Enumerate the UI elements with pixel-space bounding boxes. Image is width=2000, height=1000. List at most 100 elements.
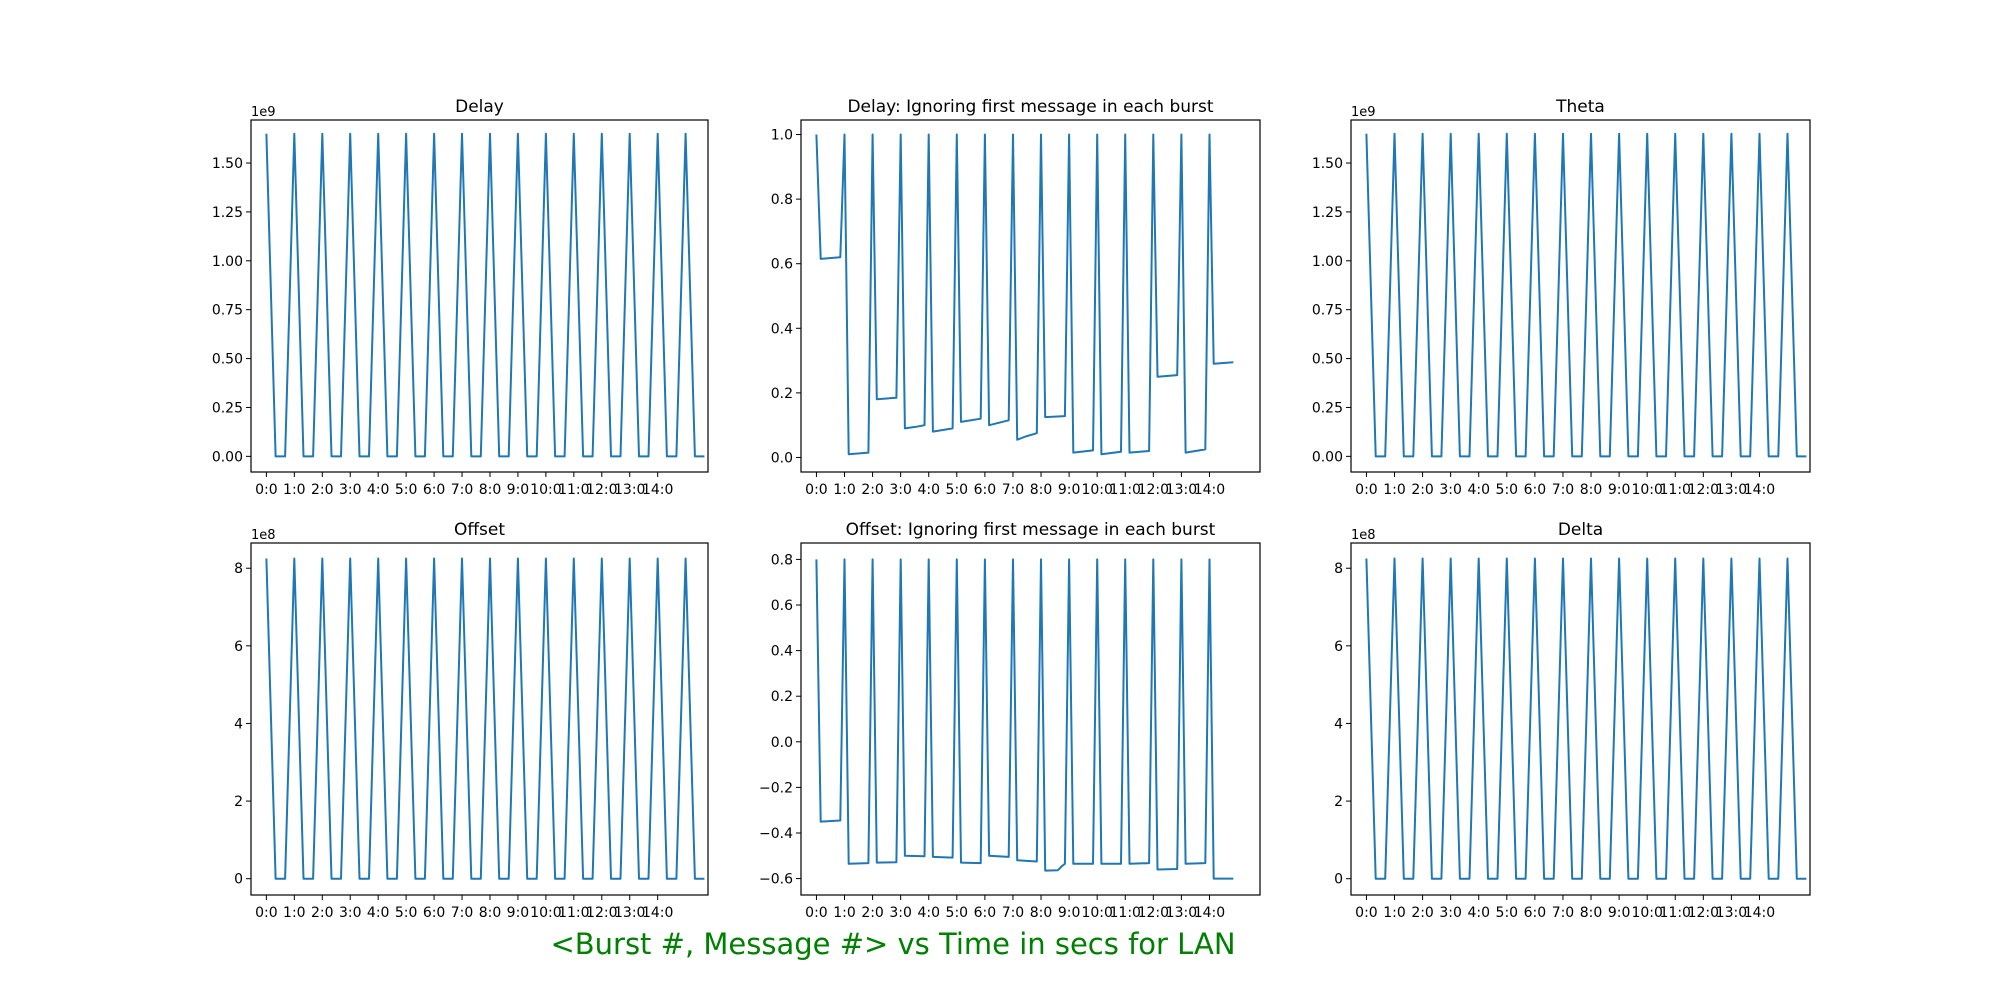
- chart-offset-xtick-label: 9:0: [507, 905, 530, 921]
- chart-theta-ytick-label: 1.50: [1312, 156, 1343, 172]
- chart-delay-xtick-label: 1:0: [283, 482, 306, 498]
- chart-offset-ignoring-first-xtick-label: 7:0: [1002, 905, 1025, 921]
- chart-theta-xtick-label: 1:0: [1383, 482, 1406, 498]
- chart-delta-xtick-label: 7:0: [1552, 905, 1575, 921]
- chart-delta-xtick-label: 1:0: [1383, 905, 1406, 921]
- chart-delay-title: Delay: [455, 97, 504, 117]
- chart-offset-ignoring-first-ytick-label: −0.4: [759, 826, 793, 842]
- chart-delay-ignoring-first-xtick-label: 10:0: [1081, 482, 1112, 498]
- chart-offset-ignoring-first-ytick-label: 0.4: [771, 644, 793, 660]
- chart-delay-ignoring-first-ytick-label: 0.8: [771, 192, 793, 208]
- chart-delay-xtick-label: 12:0: [586, 482, 617, 498]
- chart-offset-ignoring-first-xtick-label: 1:0: [833, 905, 856, 921]
- chart-delay-xtick-label: 13:0: [614, 482, 645, 498]
- chart-delta-xtick-label: 2:0: [1411, 905, 1434, 921]
- chart-theta-ytick-label: 1.25: [1312, 205, 1343, 221]
- chart-delay-ignoring-first-ytick-label: 1.0: [771, 128, 793, 144]
- chart-delay-ytick-label: 0.25: [212, 400, 243, 416]
- chart-delay-xtick-label: 0:0: [255, 482, 278, 498]
- chart-theta-xtick-label: 11:0: [1660, 482, 1691, 498]
- chart-theta-ytick-label: 0.00: [1312, 449, 1343, 465]
- chart-delay-ytick-label: 1.00: [212, 254, 243, 270]
- chart-offset-xtick-label: 13:0: [614, 905, 645, 921]
- chart-delay-xtick-label: 2:0: [311, 482, 334, 498]
- chart-delay-xtick-label: 5:0: [395, 482, 418, 498]
- chart-offset-xtick-label: 0:0: [255, 905, 278, 921]
- chart-offset-xtick-label: 3:0: [339, 905, 362, 921]
- chart-delay-ignoring-first-xtick-label: 9:0: [1058, 482, 1081, 498]
- chart-offset-series-line: [265, 557, 705, 880]
- chart-delta-ytick-label: 4: [1334, 716, 1343, 732]
- chart-offset-xtick-label: 8:0: [479, 905, 502, 921]
- chart-delay-ytick-label: 1.25: [212, 205, 243, 221]
- chart-theta-series-line: [1365, 132, 1807, 458]
- chart-delta-ytick-label: 8: [1334, 561, 1343, 577]
- chart-delay-offset-text: 1e9: [251, 105, 276, 120]
- chart-theta-xtick-label: 8:0: [1580, 482, 1603, 498]
- chart-delta-ytick-label: 0: [1334, 872, 1343, 888]
- chart-theta-xtick-label: 7:0: [1552, 482, 1575, 498]
- chart-delay-xtick-label: 14:0: [642, 482, 673, 498]
- chart-offset-ignoring-first-ytick-label: −0.2: [759, 780, 793, 796]
- chart-delta-title: Delta: [1558, 520, 1603, 540]
- chart-delay-ignoring-first-xtick-label: 4:0: [917, 482, 940, 498]
- chart-offset-ytick-label: 0: [234, 872, 243, 888]
- chart-theta-xtick-label: 6:0: [1524, 482, 1547, 498]
- chart-theta-xtick-label: 13:0: [1716, 482, 1747, 498]
- chart-offset-ignoring-first-xtick-label: 0:0: [805, 905, 828, 921]
- chart-offset-xtick-label: 4:0: [367, 905, 390, 921]
- chart-theta-xtick-label: 5:0: [1496, 482, 1519, 498]
- chart-offset-ignoring-first-xtick-label: 12:0: [1138, 905, 1169, 921]
- chart-delta-xtick-label: 13:0: [1716, 905, 1747, 921]
- chart-offset-ignoring-first-xtick-label: 13:0: [1166, 905, 1197, 921]
- chart-delay-axes-frame: [250, 119, 709, 473]
- chart-theta-ytick-label: 1.00: [1312, 254, 1343, 270]
- chart-offset-offset-text: 1e8: [251, 528, 276, 543]
- chart-delay-ignoring-first: Delay: Ignoring first message in each bu…: [771, 97, 1261, 498]
- chart-delay-xtick-label: 3:0: [339, 482, 362, 498]
- chart-offset-xtick-label: 5:0: [395, 905, 418, 921]
- chart-theta-xtick-label: 12:0: [1688, 482, 1719, 498]
- chart-offset-xtick-label: 10:0: [530, 905, 561, 921]
- chart-delta-xtick-label: 14:0: [1744, 905, 1775, 921]
- chart-offset-axes-frame: [250, 542, 709, 896]
- chart-offset-xtick-label: 1:0: [283, 905, 306, 921]
- chart-offset-ignoring-first-xtick-label: 9:0: [1058, 905, 1081, 921]
- chart-offset-xtick-label: 7:0: [451, 905, 474, 921]
- chart-delay-ytick-label: 0.50: [212, 352, 243, 368]
- chart-delay-ignoring-first-xtick-label: 8:0: [1030, 482, 1053, 498]
- chart-offset-ignoring-first-ytick-label: −0.6: [759, 872, 793, 888]
- chart-delay-ignoring-first-xtick-label: 1:0: [833, 482, 856, 498]
- chart-offset-xtick-label: 6:0: [423, 905, 446, 921]
- chart-delta-series-line: [1365, 557, 1807, 880]
- chart-theta-xtick-label: 4:0: [1467, 482, 1490, 498]
- chart-delta-xtick-label: 3:0: [1439, 905, 1462, 921]
- chart-offset-xtick-label: 11:0: [558, 905, 589, 921]
- chart-delta-xtick-label: 12:0: [1688, 905, 1719, 921]
- chart-offset-xtick-label: 2:0: [311, 905, 334, 921]
- chart-offset-ignoring-first-xtick-label: 10:0: [1081, 905, 1112, 921]
- chart-delay-ignoring-first-xtick-label: 3:0: [889, 482, 912, 498]
- chart-delay-xtick-label: 11:0: [558, 482, 589, 498]
- chart-theta-offset-text: 1e9: [1351, 105, 1376, 120]
- chart-delay-ignoring-first-title: Delay: Ignoring first message in each bu…: [847, 97, 1213, 117]
- chart-offset-ignoring-first-xtick-label: 6:0: [974, 905, 997, 921]
- chart-offset-ignoring-first-xtick-label: 8:0: [1030, 905, 1053, 921]
- chart-theta-ytick-label: 0.75: [1312, 303, 1343, 319]
- figure-suptitle: <Burst #, Message #> vs Time in secs for…: [550, 927, 1236, 961]
- chart-delay-xtick-label: 8:0: [479, 482, 502, 498]
- chart-delay-ignoring-first-axes-frame: [800, 119, 1261, 473]
- chart-offset-ignoring-first-xtick-label: 4:0: [917, 905, 940, 921]
- chart-offset-ignoring-first-xtick-label: 14:0: [1194, 905, 1225, 921]
- chart-theta-xtick-label: 10:0: [1631, 482, 1662, 498]
- chart-theta-axes-frame: [1350, 119, 1811, 473]
- chart-delta-xtick-label: 9:0: [1608, 905, 1631, 921]
- chart-delay-xtick-label: 10:0: [530, 482, 561, 498]
- chart-offset-ignoring-first-xtick-label: 3:0: [889, 905, 912, 921]
- chart-delay-ignoring-first-ytick-label: 0.4: [771, 321, 793, 337]
- chart-delta: Delta 1e8 0 2 4 6 8 0:0 1:0 2:0 3:0 4:0 5:0 6:0 7:0 8:0…: [1334, 520, 1811, 921]
- chart-offset-ignoring-first-ytick-label: 0.2: [771, 689, 793, 705]
- chart-delay-ignoring-first-ytick-label: 0.6: [771, 257, 793, 273]
- chart-delay-ignoring-first-xtick-label: 5:0: [946, 482, 969, 498]
- chart-theta-xtick-label: 2:0: [1411, 482, 1434, 498]
